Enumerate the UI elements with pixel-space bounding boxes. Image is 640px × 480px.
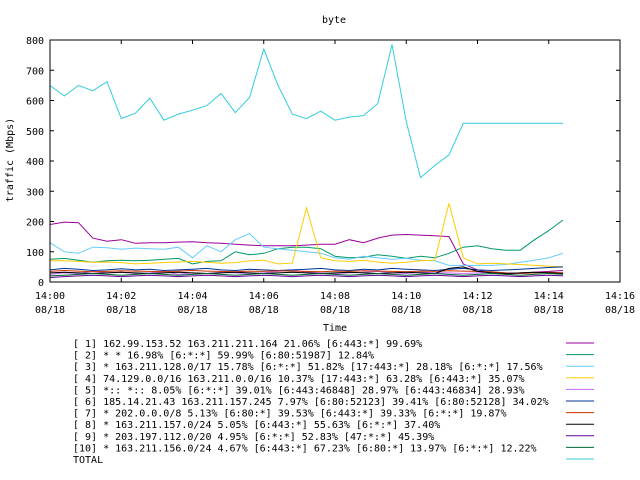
chart-title: byte <box>322 15 346 26</box>
series-line-6 <box>49 266 564 272</box>
series-line-3 <box>49 233 564 266</box>
legend-label: [ 2] * * 16.98% [6:*:*] 59.99% [6:80:519… <box>73 351 374 362</box>
y-tick-label: 400 <box>26 157 44 168</box>
x-tick-labels: 14:00 08/18 14:02 08/18 14:04 08/18 14:06 08/18… <box>35 291 635 316</box>
x-tick-label: 14:12 <box>462 291 492 302</box>
x-tick-date: 08/18 <box>177 305 207 316</box>
x-tick-label: 14:00 <box>35 291 65 302</box>
y-tick-labels: 0 100 200 300 400 500 600 700 800 <box>26 36 44 289</box>
y-axis-label: traffic (Mbps) <box>5 118 16 202</box>
x-tick-label: 14:02 <box>106 291 136 302</box>
x-tick-date: 08/18 <box>320 305 350 316</box>
y-tick-label: 0 <box>38 278 44 289</box>
series-line-5 <box>49 269 564 275</box>
series-line-8 <box>49 266 564 275</box>
y-tick-label: 300 <box>26 187 44 198</box>
legend-label: [ 7] * 202.0.0.0/8 5.13% [6:80:*] 39.53%… <box>73 409 506 420</box>
x-tick-date: 08/18 <box>106 305 136 316</box>
series-line-1 <box>49 221 564 275</box>
x-tick-label: 14:16 <box>605 291 635 302</box>
x-tick-date: 08/18 <box>534 305 564 316</box>
series-line-4 <box>50 203 564 268</box>
legend-label: [ 1] 162.99.153.52 163.211.211.164 21.06… <box>73 339 422 350</box>
x-axis-label: Time <box>323 323 347 334</box>
x-tick-label: 14:14 <box>534 291 564 302</box>
legend-label: [ 5] *:: *:: 8.05% [6:*:*] 39.01% [6:443… <box>73 385 525 396</box>
series-line-10 <box>49 272 564 277</box>
legend-label: [ 3] * 163.211.128.0/17 15.78% [6:*:*] 5… <box>73 362 543 373</box>
x-tick-date: 08/18 <box>391 305 421 316</box>
legend-label: [ 9] * 203.197.112.0/20 4.95% [6:*:*] 52… <box>73 432 434 443</box>
y-tick-label: 500 <box>26 127 44 138</box>
y-tick-label: 700 <box>26 66 44 77</box>
x-tick-label: 14:10 <box>391 291 421 302</box>
x-tick-label: 14:04 <box>177 291 207 302</box>
x-tick-date: 08/18 <box>462 305 492 316</box>
legend-label: [ 6] 185.14.21.43 163.211.157.245 7.97% … <box>73 397 549 408</box>
legend-label: [10] * 163.211.156.0/24 4.67% [6:443:*] … <box>73 443 537 454</box>
x-tick-date: 08/18 <box>249 305 279 316</box>
legend: [ 1] 162.99.153.52 163.211.211.164 21.06… <box>73 339 594 466</box>
x-tick-label: 14:08 <box>320 291 350 302</box>
legend-label: [ 4] 74.129.0.0/16 163.211.0.0/16 10.37%… <box>73 374 525 385</box>
series-line-11 <box>49 44 563 179</box>
series-lines <box>49 44 564 278</box>
x-tick-label: 14:06 <box>249 291 279 302</box>
y-tick-label: 800 <box>26 36 44 47</box>
chart-grid <box>49 39 621 283</box>
legend-label: [ 8] * 163.211.157.0/24 5.05% [6:443:*] … <box>73 420 440 431</box>
y-tick-label: 600 <box>26 97 44 108</box>
y-tick-label: 100 <box>26 248 44 259</box>
x-tick-date: 08/18 <box>35 305 65 316</box>
series-line-2 <box>49 219 564 265</box>
plot-frame <box>49 39 621 283</box>
legend-label: TOTAL <box>73 455 103 466</box>
y-tick-label: 200 <box>26 218 44 229</box>
series-line-9 <box>49 274 564 278</box>
x-tick-date: 08/18 <box>605 305 635 316</box>
